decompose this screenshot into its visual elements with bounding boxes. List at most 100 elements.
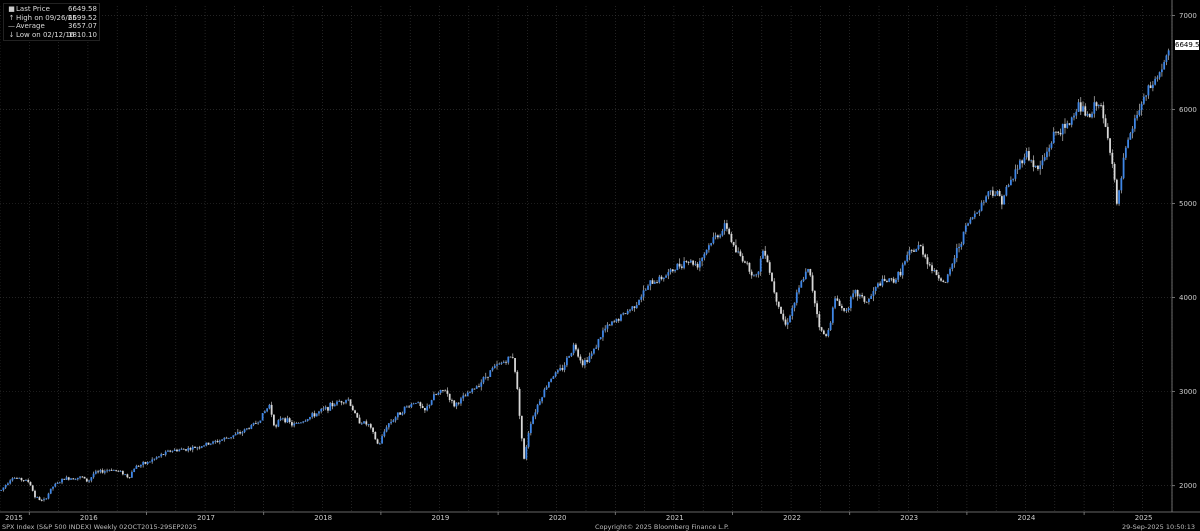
price-bar-body: [964, 225, 967, 232]
price-bar-body: [547, 381, 550, 388]
price-bar-body: [705, 249, 708, 254]
price-bar-body: [651, 280, 654, 284]
price-bar-body: [985, 196, 988, 202]
price-bar-body: [861, 295, 864, 297]
price-bar-body: [288, 418, 291, 423]
price-bar-body: [913, 250, 915, 252]
price-bar-body: [741, 255, 744, 262]
price-bar-body: [236, 432, 239, 434]
price-bar-body: [946, 274, 949, 283]
price-bar-body: [710, 243, 713, 246]
price-bar-body: [311, 413, 314, 417]
price-bar-body: [716, 235, 719, 238]
price-bar-body: [16, 478, 18, 479]
price-bar-body: [667, 272, 670, 276]
price-bar-body: [662, 277, 665, 280]
price-bar-body: [115, 469, 118, 471]
price-bar-body: [1068, 123, 1071, 125]
price-bar-body: [904, 261, 906, 265]
price-bar-body: [570, 353, 573, 357]
price-bar-body: [1091, 113, 1093, 118]
price-bar-body: [442, 389, 444, 391]
price-bar-body: [1109, 138, 1111, 153]
price-bar-body: [270, 404, 273, 415]
price-bar-body: [121, 471, 124, 475]
price-bar-body: [291, 422, 293, 426]
price-bar-body: [944, 281, 947, 283]
price-bar-body: [446, 390, 449, 394]
price-bar-body: [257, 422, 260, 424]
price-bar-body: [782, 313, 785, 320]
price-bar-body: [836, 298, 839, 301]
price-bar-body: [70, 478, 72, 480]
price-bar-body: [106, 470, 109, 472]
price-bar-body: [1057, 131, 1060, 133]
legend-row: ■ Last Price 6649.58: [7, 5, 97, 14]
price-bar-body: [818, 314, 821, 328]
price-bar-body: [1142, 96, 1145, 104]
price-bar-body: [182, 448, 185, 450]
price-bar-body: [775, 292, 778, 302]
price-bar-body: [847, 308, 850, 311]
x-tick-label: 2024: [1018, 514, 1036, 522]
price-bar-body: [831, 307, 834, 323]
footer-timestamp: 29-Sep-2025 10:50:13: [1122, 523, 1196, 531]
price-bar-body: [56, 482, 59, 484]
price-bar-body: [635, 304, 638, 308]
price-bar-body: [79, 476, 81, 478]
price-bar-body: [1066, 123, 1069, 128]
price-bar-body: [597, 339, 600, 348]
price-bar-body: [1037, 165, 1039, 170]
price-bar-body: [198, 447, 201, 449]
price-bar-body: [527, 433, 530, 447]
price-bar-body: [1104, 118, 1107, 127]
price-bar-body: [554, 372, 557, 377]
price-bar-body: [268, 404, 271, 409]
price-bar-body: [899, 271, 902, 276]
price-bar-body: [239, 432, 241, 434]
price-bar-body: [1136, 114, 1139, 119]
price-bar-body: [11, 478, 14, 481]
price-bar-body: [61, 478, 63, 483]
price-bar-body: [599, 337, 602, 340]
price-bar-body: [405, 406, 408, 408]
price-bar-body: [261, 413, 264, 421]
price-bar-body: [834, 298, 836, 308]
price-bar-body: [176, 449, 178, 452]
price-bar-body: [205, 442, 208, 446]
price-bar-body: [392, 420, 395, 422]
price-bar-body: [1059, 132, 1062, 135]
price-bar-body: [90, 477, 93, 481]
price-bar-body: [103, 471, 106, 473]
price-bar-body: [931, 265, 933, 271]
price-bar-body: [1106, 126, 1109, 139]
price-bar-body: [241, 432, 244, 434]
price-bar-body: [595, 347, 598, 349]
price-bar-body: [1122, 157, 1125, 179]
legend-marker: —: [8, 22, 15, 30]
price-bar-body: [1009, 179, 1012, 186]
price-bar-body: [568, 356, 571, 358]
price-bar-body: [949, 269, 951, 275]
x-tick-label: 2019: [432, 514, 450, 522]
price-bar-body: [1046, 151, 1048, 158]
price-bar-body: [473, 388, 476, 390]
price-bar-body: [755, 274, 758, 276]
price-bar-body: [827, 330, 830, 336]
price-bar-body: [225, 437, 228, 439]
price-bar-body: [919, 245, 922, 247]
price-bar-body: [331, 402, 334, 407]
x-tick-label: 2016: [80, 514, 98, 522]
price-bar-body: [811, 275, 814, 291]
price-bar-body: [951, 263, 954, 270]
price-bar-body: [613, 321, 616, 323]
x-tick-label: 2017: [197, 514, 215, 522]
price-bar-body: [559, 368, 562, 371]
price-bar-body: [989, 190, 992, 192]
price-bar-body: [520, 415, 523, 439]
price-bar-body: [633, 306, 636, 308]
legend-label: Last Price: [16, 5, 50, 13]
price-bar-body: [414, 402, 417, 404]
price-bar-body: [924, 254, 927, 258]
price-bar-body: [773, 281, 776, 293]
